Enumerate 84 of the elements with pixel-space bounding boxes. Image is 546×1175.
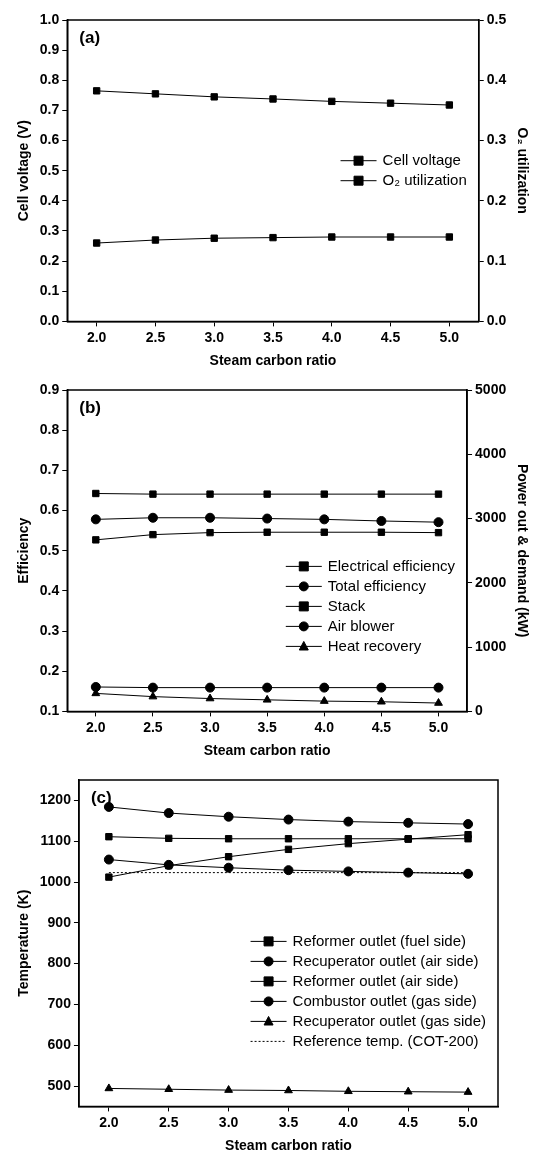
x-tick-label: 2.5 bbox=[143, 718, 163, 735]
y2-tick-label: 0.4 bbox=[486, 71, 507, 88]
x-tick-label: 3.5 bbox=[263, 328, 283, 345]
legend-label: Recuperator outlet (air side) bbox=[292, 951, 479, 969]
x-axis-title: Steam carbon ratio bbox=[209, 352, 337, 369]
y-tick-label: 0.8 bbox=[39, 71, 60, 88]
y2-tick-label: 1000 bbox=[475, 637, 507, 654]
y2-tick-label: 5000 bbox=[475, 380, 507, 397]
y-tick-label: 900 bbox=[47, 913, 72, 930]
y2-tick-label: 2000 bbox=[475, 573, 507, 590]
legend-label: Heat recovery bbox=[327, 636, 422, 654]
y2-tick-label: 4000 bbox=[475, 445, 507, 462]
y-tick-label: 0.9 bbox=[39, 41, 60, 57]
x-tick-label: 5.0 bbox=[439, 328, 460, 345]
y2-axis-title: Power out & demand (kW) bbox=[514, 463, 531, 638]
y-tick-label: 1.0 bbox=[39, 10, 60, 27]
y-tick-label: 0.3 bbox=[39, 221, 60, 238]
y2-tick-label: 0.1 bbox=[486, 251, 507, 268]
y-tick-label: 800 bbox=[47, 954, 72, 971]
y-tick-label: 0.0 bbox=[39, 312, 60, 329]
legend-label: Cell voltage bbox=[382, 150, 461, 168]
y-tick-label: 0.7 bbox=[39, 461, 60, 478]
legend-label: Reference temp. (COT-200) bbox=[292, 1031, 479, 1049]
y-tick-label: 0.4 bbox=[39, 191, 60, 208]
y-tick-label: 0.2 bbox=[39, 251, 60, 268]
y-tick-label: 700 bbox=[47, 995, 72, 1012]
x-tick-label: 4.5 bbox=[398, 1113, 419, 1130]
y-tick-label: 0.5 bbox=[39, 161, 60, 178]
x-tick-label: 5.0 bbox=[458, 1113, 479, 1130]
y-tick-label: 600 bbox=[47, 1036, 72, 1053]
legend-label: Total efficiency bbox=[327, 576, 427, 594]
y-axis-title: Cell voltage (V) bbox=[15, 120, 32, 222]
legend-label: Reformer outlet (fuel side) bbox=[292, 931, 466, 949]
y2-axis-title: O₂ utilization bbox=[514, 127, 531, 214]
x-tick-label: 4.0 bbox=[322, 328, 342, 345]
y-tick-label: 1200 bbox=[39, 791, 72, 808]
x-tick-label: 3.0 bbox=[200, 718, 220, 735]
x-tick-label: 2.5 bbox=[159, 1113, 179, 1130]
x-axis-title: Steam carbon ratio bbox=[203, 742, 331, 759]
y-tick-label: 1000 bbox=[39, 872, 72, 889]
legend-label: Electrical efficiency bbox=[327, 556, 456, 574]
legend-label: Stack bbox=[327, 596, 366, 614]
y-tick-label: 0.5 bbox=[39, 541, 60, 558]
x-axis-title: Steam carbon ratio bbox=[225, 1137, 352, 1154]
y2-tick-label: 0.2 bbox=[486, 191, 507, 208]
legend-label: Reformer outlet (air side) bbox=[292, 971, 459, 989]
annotation: (b) bbox=[79, 398, 101, 418]
y2-tick-label: 3000 bbox=[475, 509, 507, 526]
y-tick-label: 0.3 bbox=[39, 621, 60, 638]
x-tick-label: 2.0 bbox=[86, 328, 107, 345]
y-tick-label: 0.6 bbox=[39, 501, 60, 518]
y-tick-label: 0.7 bbox=[39, 101, 60, 118]
x-tick-label: 4.0 bbox=[314, 718, 335, 735]
y-tick-label: 0.8 bbox=[39, 421, 60, 438]
x-tick-label: 5.0 bbox=[428, 718, 449, 735]
y-tick-label: 0.1 bbox=[39, 282, 60, 299]
y2-tick-label: 0.3 bbox=[486, 131, 507, 148]
y-tick-label: 0.2 bbox=[39, 662, 60, 679]
y-tick-label: 0.1 bbox=[39, 702, 60, 719]
x-tick-label: 4.5 bbox=[380, 328, 401, 345]
y-tick-label: 0.9 bbox=[39, 380, 60, 397]
y-tick-label: 1100 bbox=[40, 832, 72, 849]
legend-label: Air blower bbox=[327, 616, 395, 634]
y-axis-title: Temperature (K) bbox=[15, 889, 32, 997]
y2-tick-label: 0.5 bbox=[486, 10, 507, 27]
x-tick-label: 2.5 bbox=[145, 328, 166, 345]
y-tick-label: 0.6 bbox=[39, 131, 60, 148]
x-tick-label: 4.5 bbox=[371, 718, 392, 735]
y-tick-label: 500 bbox=[47, 1076, 72, 1093]
legend-label: O₂ utilization bbox=[382, 170, 467, 188]
x-tick-label: 3.0 bbox=[204, 328, 225, 345]
legend-label: Combustor outlet (gas side) bbox=[292, 991, 477, 1009]
annotation: (a) bbox=[79, 28, 101, 48]
x-tick-label: 2.0 bbox=[99, 1113, 119, 1130]
y2-tick-label: 0.0 bbox=[486, 312, 507, 329]
y-axis-title: Efficiency bbox=[15, 517, 32, 584]
x-tick-label: 3.5 bbox=[257, 718, 278, 735]
x-tick-label: 3.5 bbox=[278, 1113, 299, 1130]
y2-tick-label: 0 bbox=[475, 702, 484, 719]
legend-label: Recuperator outlet (gas side) bbox=[292, 1011, 486, 1029]
x-tick-label: 3.0 bbox=[218, 1113, 239, 1130]
x-tick-label: 4.0 bbox=[338, 1113, 359, 1130]
x-tick-label: 2.0 bbox=[86, 718, 106, 735]
y-tick-label: 0.4 bbox=[39, 581, 60, 598]
